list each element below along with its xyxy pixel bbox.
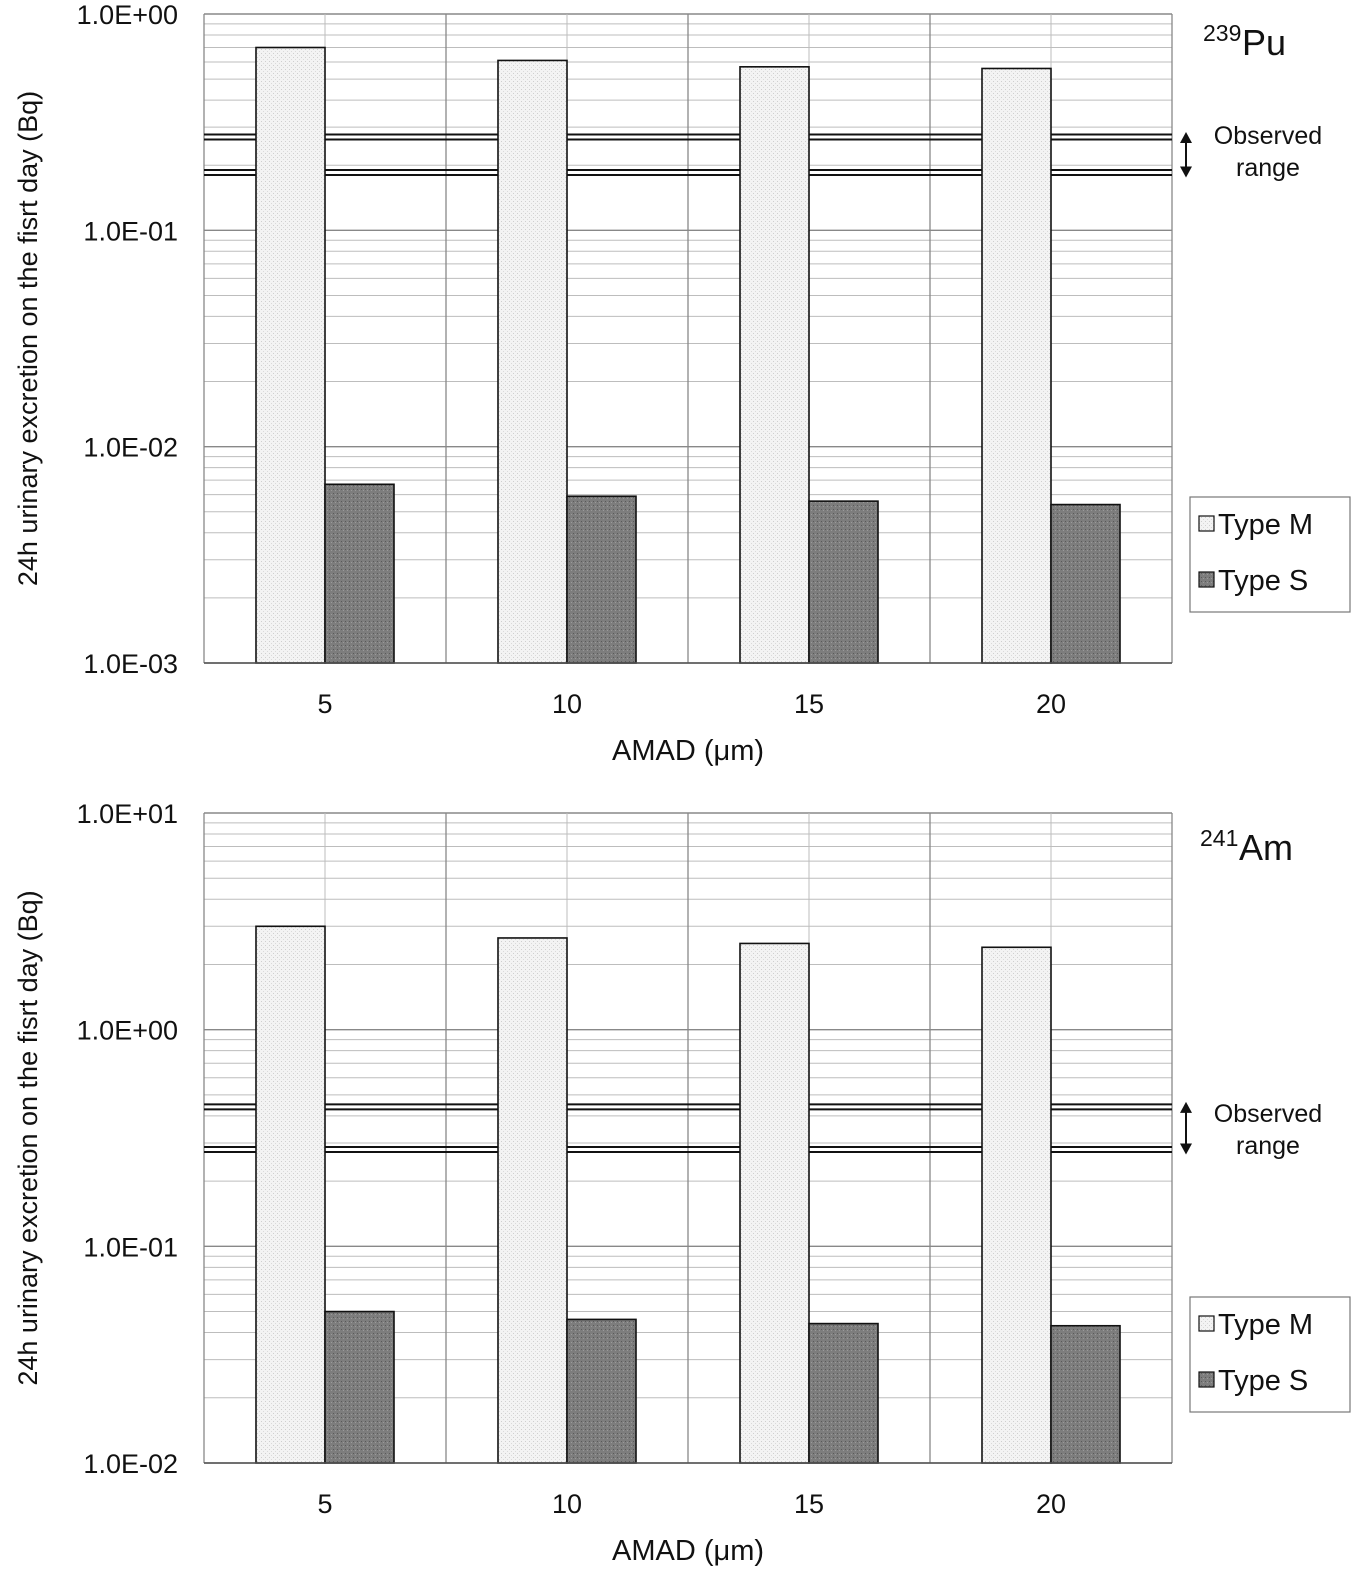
bar-type-s-10 xyxy=(566,1318,637,1464)
x-tick-label: 5 xyxy=(317,1489,332,1519)
isotope-symbol: Am xyxy=(1239,827,1293,868)
legend-swatch-type-m xyxy=(1198,1315,1215,1332)
legend-box xyxy=(1189,496,1351,613)
legend-box xyxy=(1189,1296,1351,1413)
chart-panel-am241: 1.0E-02 1.0E-01 1.0E+00 1.0E+01 5 10 15 20 AMAD … xyxy=(13,799,1351,1567)
bar-type-m-15 xyxy=(739,66,810,664)
arrow-head-up-icon xyxy=(1180,1101,1192,1113)
x-tick-label: 5 xyxy=(317,689,332,719)
arrow-head-down-icon xyxy=(1180,166,1192,178)
bar-type-s-20 xyxy=(1050,503,1121,664)
legend-label: Type M xyxy=(1218,1309,1313,1341)
bar-type-m-20 xyxy=(981,946,1052,1464)
observed-range-label-2: range xyxy=(1236,154,1300,182)
observed-range-label: Observed xyxy=(1214,1100,1322,1128)
legend-swatch-type-s xyxy=(1198,1371,1215,1388)
x-tick-label: 20 xyxy=(1036,1489,1066,1519)
x-tick-label: 10 xyxy=(552,689,582,719)
y-tick-label: 1.0E+01 xyxy=(77,799,178,829)
y-axis-title: 24h urinary excretion on the fisrt day (… xyxy=(13,890,43,1385)
y-axis-title: 24h urinary excretion on the fisrt day (… xyxy=(13,91,43,586)
bar-type-m-15 xyxy=(739,942,810,1464)
x-axis-title: AMAD (μm) xyxy=(612,735,764,767)
legend-label: Type S xyxy=(1218,1365,1308,1397)
observed-range-label-2: range xyxy=(1236,1132,1300,1160)
y-tick-label: 1.0E-03 xyxy=(83,649,178,679)
legend: Type M Type S xyxy=(1189,1296,1351,1413)
x-tick-label: 15 xyxy=(794,1489,824,1519)
isotope-label: 239 Pu xyxy=(1203,20,1286,63)
isotope-mass: 241 xyxy=(1200,825,1238,851)
legend-swatch-type-s xyxy=(1198,571,1215,588)
isotope-symbol: Pu xyxy=(1242,22,1286,63)
y-tick-label: 1.0E-01 xyxy=(83,216,178,246)
arrow-head-down-icon xyxy=(1180,1143,1192,1155)
bar-type-m-5 xyxy=(255,925,326,1464)
y-tick-label: 1.0E+00 xyxy=(77,1016,178,1046)
bar-type-m-10 xyxy=(497,937,568,1464)
x-tick-label: 20 xyxy=(1036,689,1066,719)
bar-type-m-5 xyxy=(255,46,326,664)
arrow-head-up-icon xyxy=(1180,132,1192,144)
bar-type-s-5 xyxy=(324,483,395,664)
observed-range-label: Observed xyxy=(1214,122,1322,150)
bar-type-s-10 xyxy=(566,495,637,664)
bar-type-m-10 xyxy=(497,59,568,664)
bar-type-s-20 xyxy=(1050,1324,1121,1464)
legend-swatch-type-m xyxy=(1198,515,1215,532)
x-axis-title: AMAD (μm) xyxy=(612,1535,764,1567)
y-tick-label: 1.0E-02 xyxy=(83,433,178,463)
y-tick-label: 1.0E+00 xyxy=(77,0,178,30)
x-tick-label: 10 xyxy=(552,1489,582,1519)
bar-type-s-5 xyxy=(324,1310,395,1464)
legend-label: Type M xyxy=(1218,509,1313,541)
legend: Type M Type S xyxy=(1189,496,1351,613)
legend-label: Type S xyxy=(1218,565,1308,597)
bar-type-s-15 xyxy=(808,1322,879,1464)
isotope-label: 241 Am xyxy=(1200,825,1293,868)
isotope-mass: 239 xyxy=(1203,20,1241,46)
chart-panel-pu239: 1.0E-03 1.0E-02 1.0E-01 1.0E+00 5 10 15 20 AMAD … xyxy=(13,0,1351,767)
y-tick-label: 1.0E-02 xyxy=(83,1449,178,1479)
bar-type-s-15 xyxy=(808,500,879,664)
y-tick-label: 1.0E-01 xyxy=(83,1232,178,1262)
bar-type-m-20 xyxy=(981,67,1052,664)
x-tick-label: 15 xyxy=(794,689,824,719)
